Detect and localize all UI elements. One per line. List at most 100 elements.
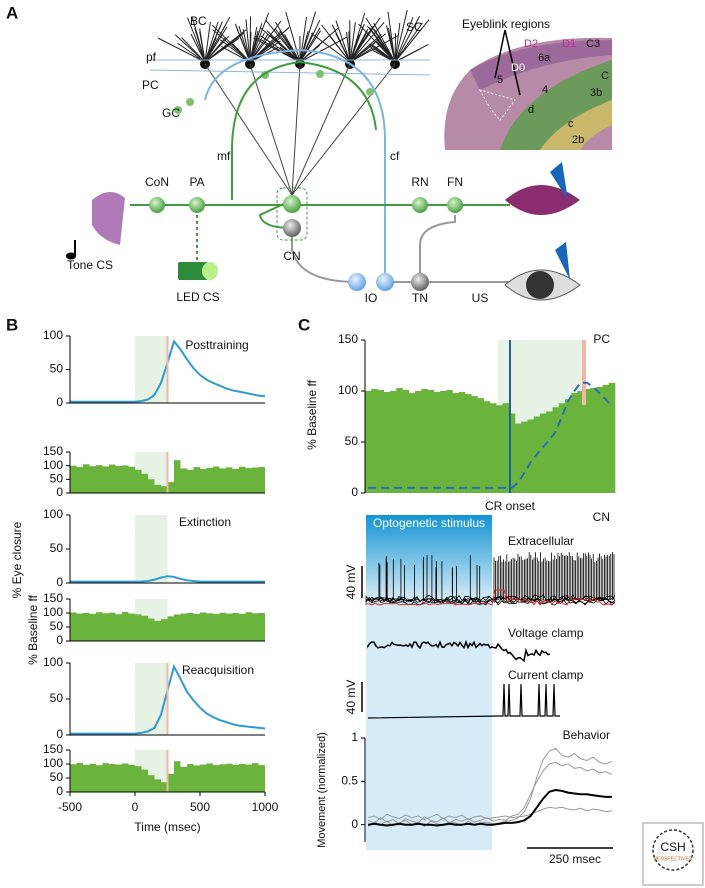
label: PC [142, 78, 159, 92]
label: IO [365, 291, 378, 305]
cerebellar-circuit [149, 9, 431, 196]
trial-trace [367, 761, 613, 825]
dendrite [204, 22, 211, 63]
bar [515, 423, 522, 493]
hist-bar [122, 763, 129, 792]
bar [577, 391, 585, 493]
extracellular-trace [365, 552, 616, 606]
y-tick-label: 100 [43, 756, 63, 770]
y-tick-label: 0 [56, 395, 63, 409]
hist-bar [258, 613, 265, 641]
dendrite [373, 22, 396, 63]
chart-title: Reacquisition [182, 663, 254, 677]
y-axis-label: % Baseline ff [26, 594, 40, 664]
label: Optogenetic stimulus [373, 516, 485, 530]
y-tick-label: 0 [351, 817, 358, 831]
y-tick-label: 0 [56, 727, 63, 741]
bar [527, 419, 535, 493]
hist-bar [109, 612, 116, 641]
y-tick-label: 100 [338, 383, 358, 397]
bar [540, 413, 547, 493]
label: 2b [572, 134, 584, 146]
hist-bar [200, 764, 207, 792]
label: Eyeblink regions [462, 17, 550, 31]
chart-title: Posttraining [185, 338, 248, 352]
hist-bar [70, 612, 77, 641]
logo-text: CSH [660, 840, 685, 854]
label: TN [412, 291, 428, 305]
y-tick-label: 100 [43, 507, 63, 521]
bar [365, 391, 372, 493]
connections [130, 48, 520, 283]
y-tick-label: 50 [345, 434, 359, 448]
hist-bar [245, 468, 252, 493]
dendrite [394, 22, 401, 63]
chart-title: PC [593, 332, 610, 346]
label: pf [146, 50, 157, 64]
x-tick-label: 0 [132, 800, 139, 814]
bar [490, 403, 497, 493]
hist-bar [83, 464, 90, 493]
bar [427, 389, 435, 493]
line [367, 788, 612, 827]
dendrite [157, 37, 206, 63]
brain-inset [444, 29, 612, 151]
cs-shade [135, 336, 168, 403]
hist-bar [226, 467, 233, 493]
hist-bar [239, 764, 246, 792]
bar [440, 391, 447, 493]
bar [502, 403, 510, 493]
hist-bar [174, 460, 181, 493]
hist-bar [141, 615, 148, 641]
current-clamp-trace [367, 683, 560, 719]
bar [458, 392, 466, 493]
voltage-clamp-trace [367, 639, 551, 663]
bar [402, 389, 410, 493]
dendrite [394, 22, 423, 63]
hist-bar [148, 618, 155, 641]
scale-label: 40 mV [344, 565, 358, 600]
hist-bar [167, 482, 174, 493]
dendrite [321, 24, 351, 63]
cs-shade [135, 663, 168, 735]
trial-trace [367, 747, 613, 828]
overlay: CR onset Posttraining Extinction Reacquisi… [179, 332, 613, 742]
hist-bar [154, 620, 161, 641]
label: C [601, 70, 609, 82]
x-tick-label: 1000 [252, 800, 279, 814]
hist-bar [213, 614, 220, 641]
y-tick-label: 50 [50, 619, 64, 633]
bar [571, 393, 578, 493]
y-tick-label: 100 [43, 605, 63, 619]
logo-text: PERSPECTIVES [654, 856, 693, 862]
dendrite [349, 25, 374, 63]
hist-bar [102, 466, 109, 493]
hist-bar [193, 613, 200, 641]
label: SC [406, 20, 423, 34]
x-tick-label: 500 [190, 800, 210, 814]
logo: CSH PERSPECTIVES [642, 822, 704, 886]
label: 5 [497, 74, 503, 86]
soma [200, 59, 210, 69]
hist-bar [258, 467, 265, 493]
hist-bar [239, 613, 246, 641]
hist-bar [135, 469, 142, 493]
bar [546, 411, 553, 493]
bar [552, 407, 560, 493]
y-tick-label: 0 [56, 575, 63, 589]
hist-bar [167, 616, 174, 641]
dendrite [266, 30, 301, 63]
hist-bar [252, 613, 259, 641]
scale-label: 250 msec [549, 852, 601, 866]
y-tick-label: 1 [351, 730, 358, 744]
y-tick-label: 100 [43, 458, 63, 472]
hist-bar [96, 465, 103, 493]
dendrite [249, 20, 282, 63]
hist-bar [245, 612, 252, 641]
y-tick-label: 150 [43, 591, 63, 605]
axon [291, 63, 396, 196]
dendrite [310, 32, 351, 63]
hist-bar [193, 467, 200, 493]
hist-bar [122, 465, 129, 493]
